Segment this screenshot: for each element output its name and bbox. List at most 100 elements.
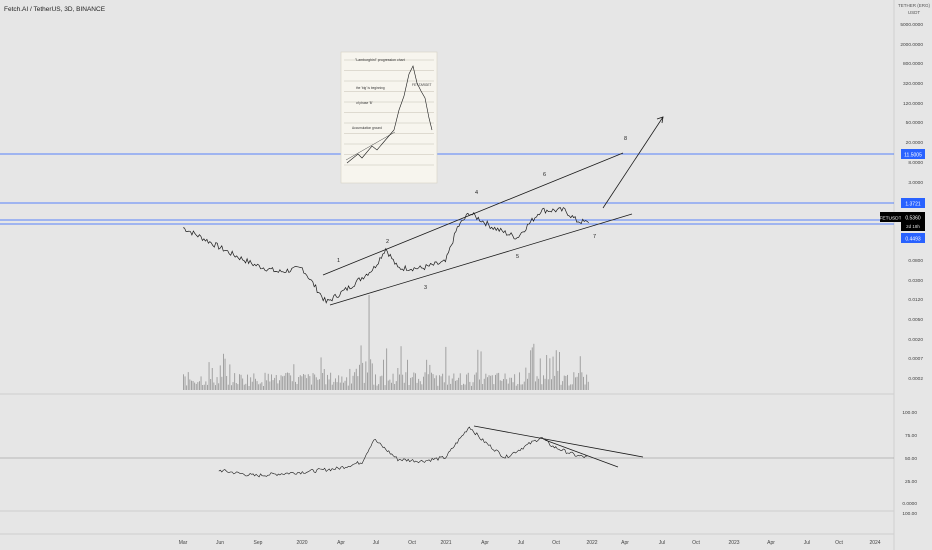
- volume-bar: [243, 384, 245, 390]
- volume-bar: [205, 381, 207, 390]
- volume-bar: [221, 376, 223, 390]
- volume-bar: [415, 373, 416, 390]
- volume-bar: [207, 384, 208, 390]
- volume-bar: [301, 376, 303, 390]
- volume-bar: [293, 364, 295, 390]
- volume-bar: [475, 372, 477, 390]
- volume-bar: [507, 383, 509, 390]
- volume-bar: [509, 377, 511, 390]
- volume-bar: [315, 377, 317, 390]
- volume-bar: [381, 375, 383, 390]
- volume-bar: [322, 373, 324, 390]
- volume-bar: [491, 375, 493, 390]
- volume-bar: [192, 381, 194, 390]
- volume-bar: [370, 359, 372, 390]
- volume-bar: [498, 372, 500, 390]
- price-tick-label: 5000.0000: [900, 22, 923, 28]
- volume-bar: [576, 376, 578, 390]
- volume-bar: [194, 382, 196, 390]
- volume-bar: [479, 379, 480, 390]
- wave-label: 7: [593, 234, 596, 240]
- inset-paper: [340, 51, 438, 184]
- volume-bar: [287, 372, 288, 390]
- volume-bar: [320, 357, 322, 390]
- volume-bar: [522, 384, 524, 390]
- volume-bar: [255, 378, 256, 390]
- oscillator-tick-label: 50.00: [905, 456, 917, 462]
- volume-bar: [517, 384, 519, 390]
- price-tick-label: 800.0000: [903, 61, 923, 67]
- volume-bar: [235, 383, 237, 390]
- volume-bar: [199, 381, 200, 390]
- oscillator-trend-line: [473, 425, 644, 458]
- symbol-badge-label: FETUSDT: [879, 216, 901, 222]
- time-tick-label: Apr: [337, 540, 345, 546]
- price-tick-label: 0.0007: [908, 356, 923, 362]
- volume-bar: [368, 295, 370, 390]
- volume-bar: [511, 377, 512, 390]
- volume-bar: [501, 380, 503, 390]
- volume-bar: [239, 374, 240, 390]
- volume-bar: [557, 370, 559, 390]
- axis-unit-label: USDT: [908, 10, 921, 15]
- volume-bar: [384, 385, 386, 390]
- volume-bar: [331, 384, 333, 390]
- volume-bar: [496, 373, 498, 390]
- volume-bar: [399, 374, 400, 390]
- time-axis-ticks: Mar Jun Sep 2020 Apr Jul Oct 2021 Apr Jul Oct 2022 A…: [179, 540, 881, 546]
- volume-bar: [291, 381, 293, 390]
- price-badge-label: 11.5005: [904, 153, 922, 159]
- volume-bar: [418, 378, 420, 390]
- volume-bar: [480, 351, 482, 390]
- volume-bar: [490, 375, 492, 390]
- wave-label: 4: [475, 190, 478, 196]
- volume-bar: [253, 373, 255, 390]
- volume-bar: [203, 384, 205, 390]
- price-tick-label: 20.0000: [906, 140, 924, 146]
- volume-bar: [554, 375, 556, 390]
- volume-bar: [347, 385, 349, 390]
- volume-bar: [544, 378, 546, 390]
- volume-bar: [312, 373, 314, 390]
- projection-arrow-head: [656, 116, 664, 124]
- time-tick-label: 2024: [869, 540, 880, 546]
- volume-bar: [562, 381, 564, 390]
- volume-bar: [375, 374, 376, 390]
- volume-bar: [344, 380, 346, 390]
- volume-bar: [360, 345, 362, 390]
- volume-bar: [277, 383, 279, 390]
- volume-bar: [211, 368, 213, 390]
- volume-bar: [403, 382, 405, 390]
- volume-bars: [183, 295, 589, 390]
- volume-bar: [352, 375, 354, 390]
- volume-bar: [229, 364, 231, 390]
- time-tick-label: Oct: [692, 540, 700, 546]
- volume-bar: [191, 380, 192, 390]
- volume-bar: [485, 373, 487, 390]
- oscillator-trend-line: [544, 439, 619, 468]
- volume-bar: [327, 374, 328, 390]
- volume-bar: [215, 385, 216, 390]
- volume-bar: [495, 374, 496, 390]
- volume-bar: [187, 372, 189, 390]
- volume-bar: [504, 373, 506, 390]
- volume-bar: [202, 385, 204, 390]
- volume-bar: [357, 376, 359, 390]
- volume-bar: [367, 372, 368, 390]
- volume-bar: [515, 385, 517, 390]
- volume-bar: [571, 384, 573, 390]
- time-tick-label: 2020: [296, 540, 307, 546]
- inset-sketch-line: [345, 131, 396, 161]
- volume-bar: [184, 376, 186, 390]
- time-tick-label: Mar: [179, 540, 188, 546]
- volume-bar: [216, 377, 218, 390]
- volume-bar: [341, 376, 343, 390]
- volume-bar: [210, 379, 212, 390]
- volume-bar: [455, 380, 456, 390]
- volume-bar: [451, 378, 453, 390]
- volume-bar: [298, 377, 300, 390]
- oscillator-line: [218, 426, 588, 478]
- volume-bar: [330, 372, 332, 390]
- volume-bar: [499, 380, 501, 390]
